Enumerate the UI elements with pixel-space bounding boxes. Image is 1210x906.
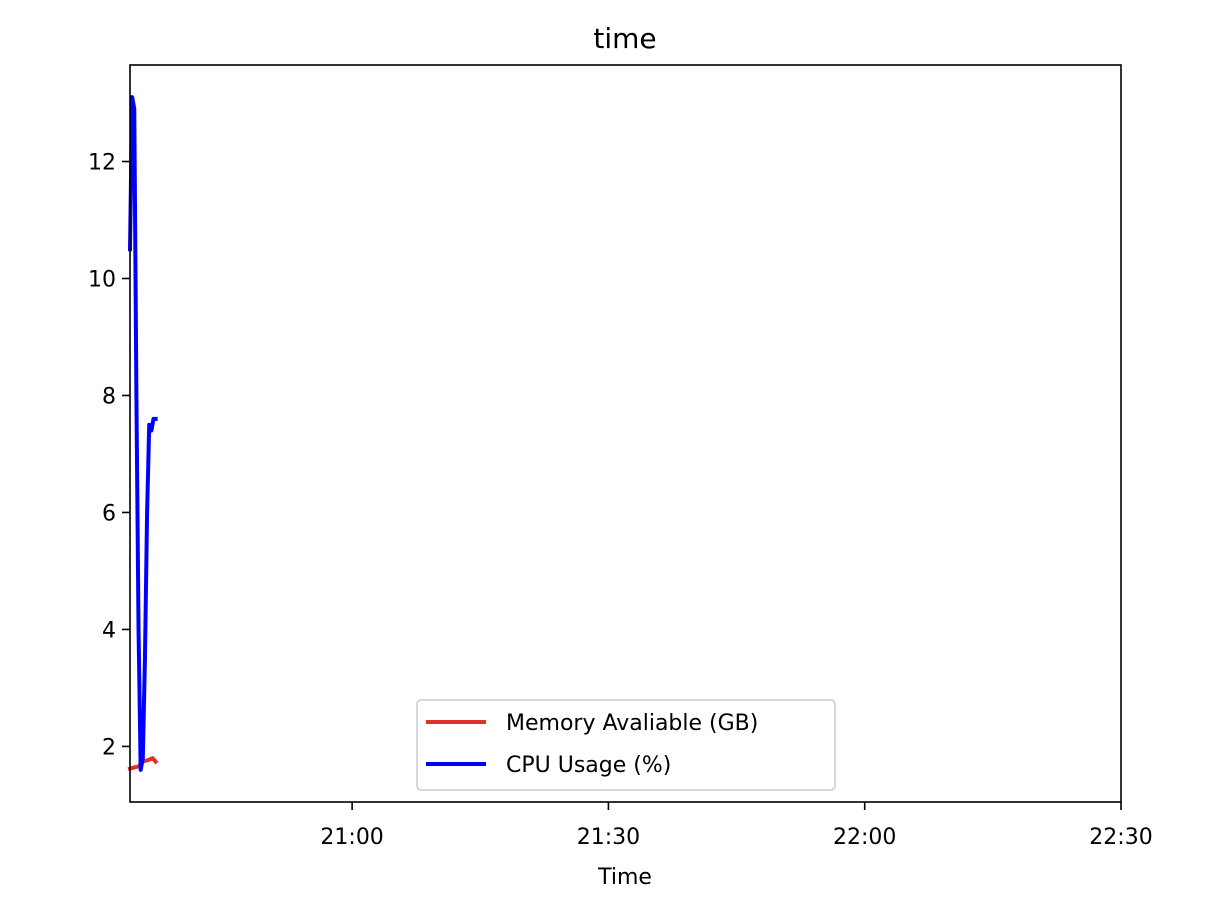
y-tick-label: 4 [102,618,116,643]
plot-area-frame [129,64,1122,803]
legend-label-cpu: CPU Usage (%) [506,753,671,778]
series-line-cpu [127,95,158,772]
x-tick-label: 22:30 [1089,825,1152,850]
chart-title: time [593,22,656,55]
y-tick-label: 12 [88,151,116,176]
ticks-layer: 21:00 21:30 22:00 22:30 2 4 6 8 10 12 [88,151,1153,850]
y-tick-label: 10 [88,267,116,292]
legend: Memory Avaliable (GB) CPU Usage (%) [416,699,836,791]
legend-label-memory: Memory Avaliable (GB) [506,711,758,736]
legend-box [416,699,836,791]
x-tick-label: 21:00 [320,825,383,850]
x-tick-label: 21:30 [577,825,640,850]
x-axis-label: Time [597,865,652,890]
y-tick-label: 2 [102,735,116,760]
x-tick-label: 22:00 [833,825,896,850]
y-tick-label: 6 [102,501,116,526]
series-layer [127,95,159,772]
y-tick-label: 8 [102,384,116,409]
